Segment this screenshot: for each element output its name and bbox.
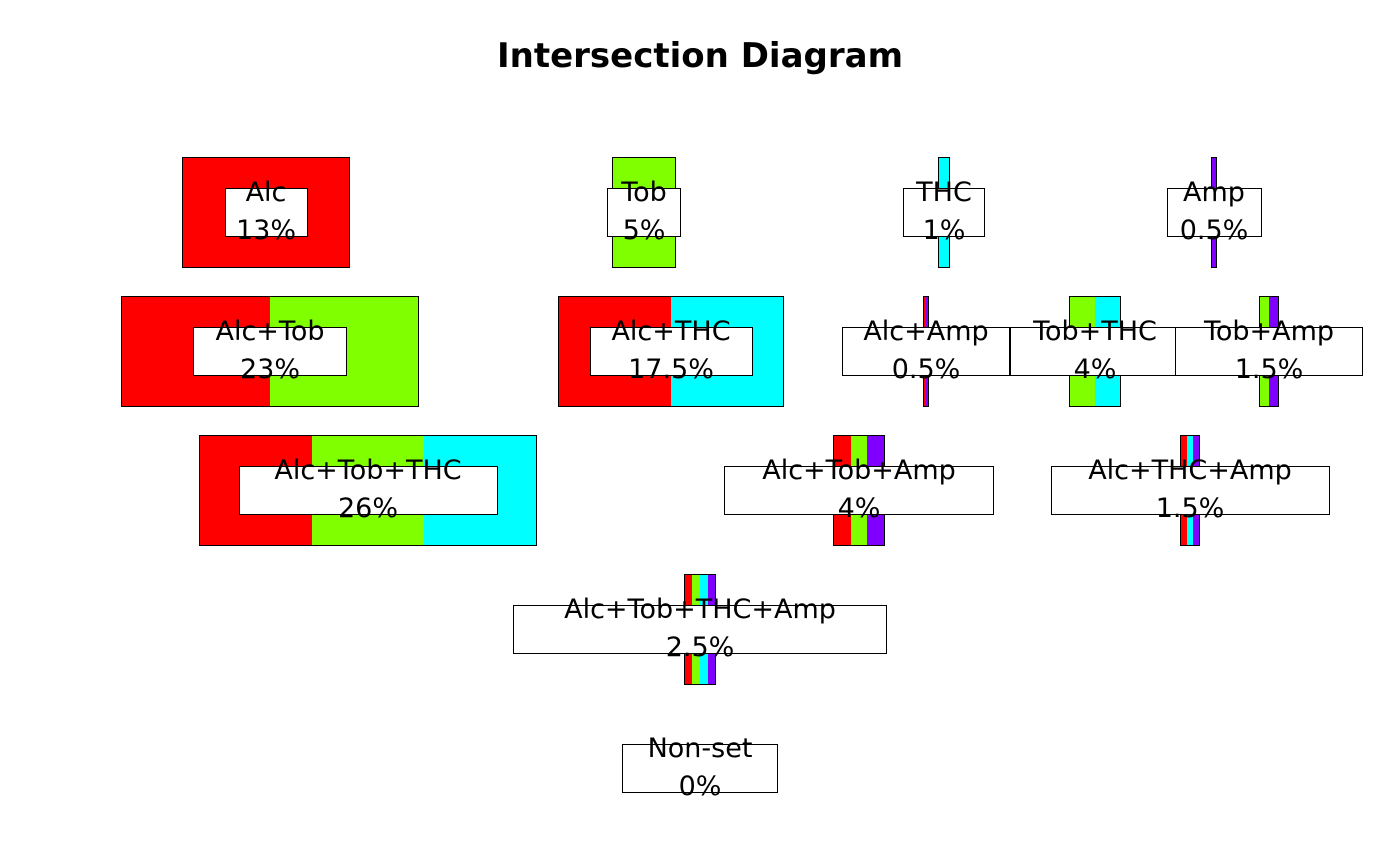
label-box-alc-tob-thc-amp xyxy=(513,605,887,654)
label-box-alc-thc-amp xyxy=(1050,466,1330,515)
set-name: Alc xyxy=(245,177,287,208)
set-percent: 0.5% xyxy=(891,354,961,385)
label-amp: Amp 0.5% xyxy=(1014,174,1400,250)
label-tob: Tob 5% xyxy=(444,174,844,250)
set-percent: 26% xyxy=(337,493,398,524)
label-alc: Alc 13% xyxy=(66,174,466,250)
label-alc-tob: Alc+Tob 23% xyxy=(70,313,470,389)
label-alc-thc-amp: Alc+THC+Amp 1.5% xyxy=(990,452,1390,528)
set-name: Tob+THC xyxy=(1033,316,1157,347)
set-name: Amp xyxy=(1183,177,1245,208)
set-percent: 4% xyxy=(837,493,881,524)
set-name: Tob+Amp xyxy=(1203,316,1335,347)
set-name: Alc+Tob+THC xyxy=(274,455,462,486)
set-percent: 0.5% xyxy=(1179,215,1249,246)
label-box-alc-tob xyxy=(193,327,347,376)
label-tob-amp: Tob+Amp 1.5% xyxy=(1069,313,1400,389)
set-name: Alc+Tob xyxy=(215,316,325,347)
set-percent: 1.5% xyxy=(1234,354,1304,385)
label-box-amp xyxy=(1166,188,1262,237)
set-percent: 1.5% xyxy=(1155,493,1225,524)
label-alc-thc: Alc+THC 17.5% xyxy=(471,313,871,389)
label-box-tob xyxy=(607,188,681,237)
label-box-non-set xyxy=(622,744,778,793)
set-percent: 17.5% xyxy=(628,354,714,385)
bar-alc-thc xyxy=(557,296,785,407)
label-alc-amp: Alc+Amp 0.5% xyxy=(726,313,1126,389)
set-name: THC xyxy=(916,177,972,208)
set-name: Non-set xyxy=(647,733,753,764)
chart-title: Intersection Diagram xyxy=(497,36,903,76)
label-alc-tob-thc-amp: Alc+Tob+THC+Amp 2.5% xyxy=(500,591,900,667)
set-percent: 4% xyxy=(1073,354,1117,385)
label-box-tob-thc xyxy=(1009,327,1181,376)
label-box-alc-tob-amp xyxy=(724,466,994,515)
label-box-tob-amp xyxy=(1175,327,1363,376)
set-name: Alc+Tob+Amp xyxy=(762,455,956,486)
label-box-alc xyxy=(224,188,308,237)
set-percent: 1% xyxy=(922,215,966,246)
label-box-thc xyxy=(903,188,985,237)
set-percent: 5% xyxy=(622,215,666,246)
label-alc-tob-thc: Alc+Tob+THC 26% xyxy=(168,452,568,528)
set-percent: 2.5% xyxy=(665,632,735,663)
label-thc: THC 1% xyxy=(744,174,1144,250)
set-percent: 0% xyxy=(678,771,722,802)
label-box-alc-amp xyxy=(842,327,1010,376)
label-tob-thc: Tob+THC 4% xyxy=(895,313,1295,389)
label-box-alc-tob-thc xyxy=(238,466,498,515)
set-name: Tob xyxy=(621,177,667,208)
set-name: Alc+THC+Amp xyxy=(1088,455,1292,486)
label-non-set: Non-set 0% xyxy=(500,730,900,806)
set-name: Alc+Tob+THC+Amp xyxy=(564,594,836,625)
set-name: Alc+Amp xyxy=(863,316,989,347)
set-percent: 23% xyxy=(239,354,300,385)
label-alc-tob-amp: Alc+Tob+Amp 4% xyxy=(659,452,1059,528)
set-name: Alc+THC xyxy=(611,316,731,347)
label-box-alc-thc xyxy=(589,327,753,376)
set-percent: 13% xyxy=(235,215,296,246)
